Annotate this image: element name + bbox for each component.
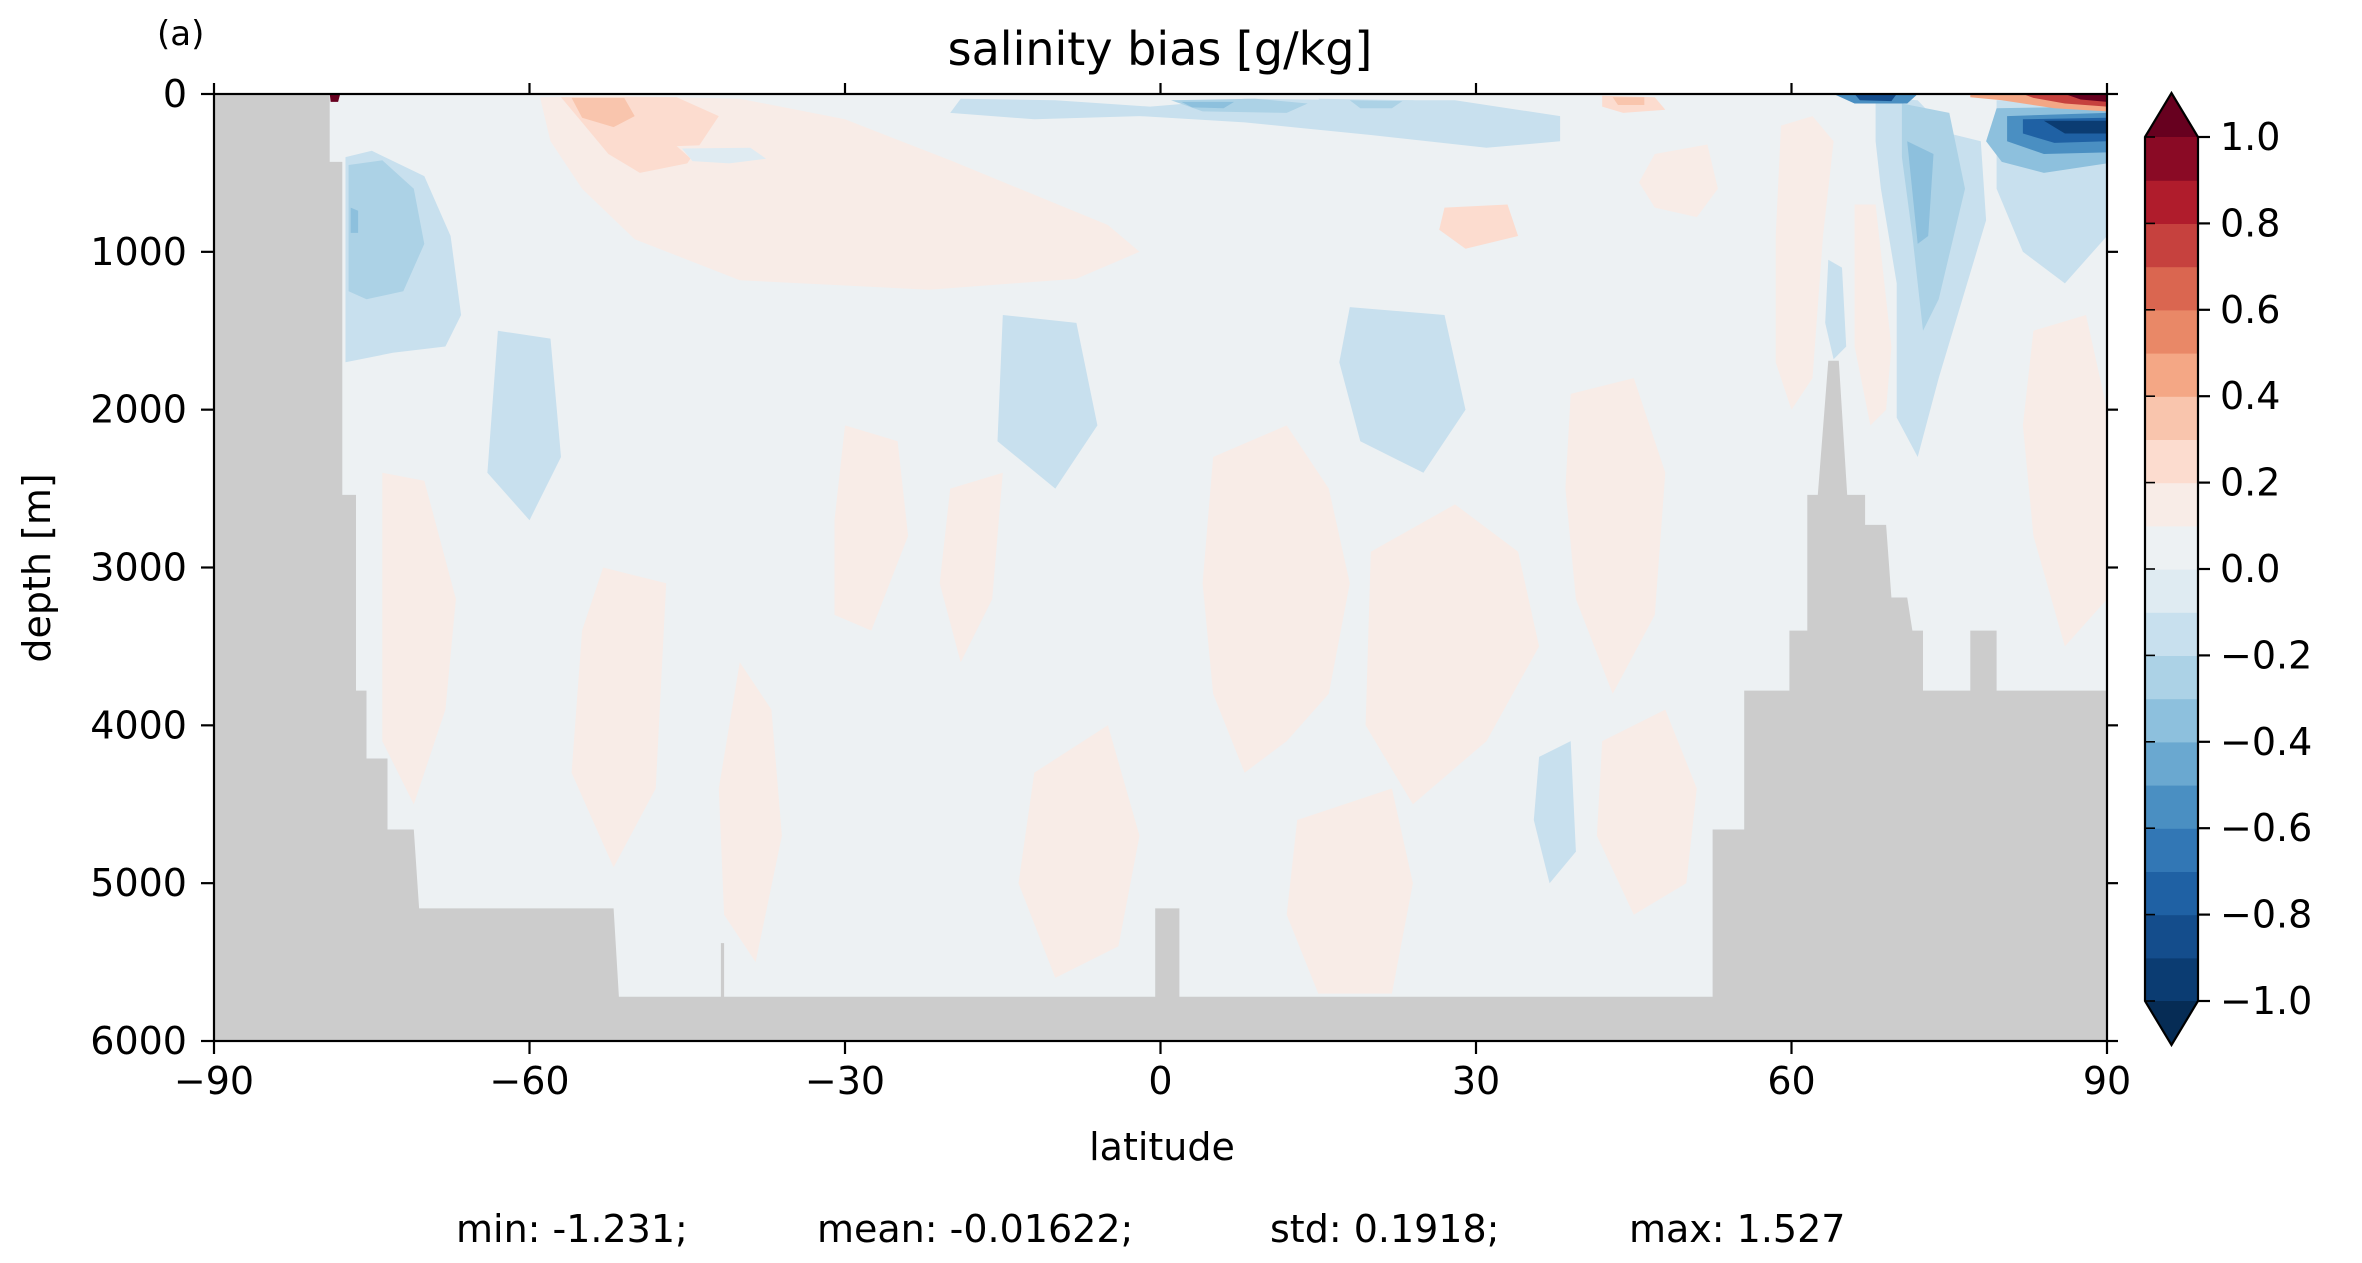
colorbar-segment bbox=[2145, 785, 2198, 829]
colorbar-segment bbox=[2145, 525, 2198, 570]
x-tick-label: −90 bbox=[174, 1059, 254, 1103]
colorbar-segment bbox=[2145, 957, 2198, 1002]
colorbar-tick-label: 0.6 bbox=[2220, 288, 2280, 332]
x-tick-label: 30 bbox=[1452, 1059, 1500, 1103]
colorbar-segment bbox=[2145, 741, 2198, 786]
contour-region-1 bbox=[348, 160, 425, 300]
contour-region-48 bbox=[1339, 307, 1466, 473]
y-axis: 0 1000 2000 3000 4000 5000 6000 bbox=[90, 72, 2118, 1063]
stat-mean: mean: -0.01622; bbox=[817, 1207, 1133, 1251]
colorbar-segment bbox=[2145, 309, 2198, 354]
colorbar-segment bbox=[2145, 655, 2198, 700]
y-tick-label: 0 bbox=[163, 72, 187, 116]
y-tick-label: 4000 bbox=[90, 703, 187, 747]
contour-region-46 bbox=[487, 330, 561, 521]
colorbar-segment bbox=[2145, 396, 2198, 440]
y-tick-label: 5000 bbox=[90, 861, 187, 905]
stat-min: min: -1.231; bbox=[456, 1207, 688, 1251]
y-tick-label: 1000 bbox=[90, 230, 187, 274]
colorbar-tick-label: −0.4 bbox=[2220, 720, 2312, 764]
colorbar-segment bbox=[2145, 612, 2198, 656]
y-tick-label: 3000 bbox=[90, 546, 187, 590]
colorbar-tick-label: 0.4 bbox=[2220, 374, 2280, 418]
contour-region-38 bbox=[939, 472, 1003, 663]
x-tick-label: 60 bbox=[1767, 1059, 1815, 1103]
colorbar-segment bbox=[2145, 353, 2198, 397]
colorbar-segment bbox=[2145, 698, 2198, 743]
colorbar-tick-label: 0.2 bbox=[2220, 461, 2280, 505]
contour-region-49 bbox=[1533, 741, 1576, 884]
colorbar-segment bbox=[2145, 223, 2198, 268]
colorbar-segment bbox=[2145, 266, 2198, 311]
contour-region-18 bbox=[1854, 204, 1892, 426]
bathymetry-mask bbox=[214, 94, 2107, 1041]
contour-region-5 bbox=[571, 97, 635, 128]
contour-region-19 bbox=[1825, 259, 1847, 360]
x-tick-label: −60 bbox=[489, 1059, 569, 1103]
contour-region-32 bbox=[1854, 94, 1897, 102]
contour-region-33 bbox=[329, 94, 341, 102]
colorbar-tick-label: 1.0 bbox=[2220, 115, 2280, 159]
colorbar-tick-label: −0.8 bbox=[2220, 893, 2312, 937]
stat-std: std: 0.1918; bbox=[1270, 1207, 1499, 1251]
contour-region-15 bbox=[1639, 144, 1718, 218]
contour-region-36 bbox=[718, 662, 782, 963]
contour-region-34 bbox=[571, 567, 667, 868]
x-tick-label: 90 bbox=[2083, 1059, 2131, 1103]
contour-region-45 bbox=[2022, 315, 2107, 647]
colorbar-extend-max bbox=[2145, 93, 2198, 137]
contour-region-2 bbox=[350, 207, 359, 233]
colorbar-segment bbox=[2145, 482, 2198, 527]
colorbar-tick-label: 0.8 bbox=[2220, 201, 2280, 245]
y-tick-label: 2000 bbox=[90, 388, 187, 432]
contour-region-42 bbox=[1286, 788, 1413, 994]
colorbar-segment bbox=[2145, 569, 2198, 613]
contour-region-10 bbox=[1349, 100, 1403, 109]
y-axis-label: depth [m] bbox=[15, 473, 59, 662]
colorbar-segment bbox=[2145, 914, 2198, 959]
contour-region-27 bbox=[2043, 120, 2107, 134]
y-tick-label: 6000 bbox=[90, 1019, 187, 1063]
contour-region-37 bbox=[834, 425, 909, 631]
contour-region-30 bbox=[2064, 94, 2107, 102]
contour-region-40 bbox=[1202, 425, 1350, 773]
colorbar-extend-min bbox=[2145, 1001, 2198, 1045]
stat-max: max: 1.527 bbox=[1629, 1207, 1845, 1251]
contour-region-8 bbox=[1181, 101, 1235, 109]
colorbar-tick-label: −1.0 bbox=[2220, 979, 2312, 1023]
colorbar-segment bbox=[2145, 828, 2198, 872]
chart-title: salinity bias [g/kg] bbox=[948, 22, 1373, 76]
plot-area bbox=[214, 94, 2107, 1041]
x-tick-label: −30 bbox=[805, 1059, 885, 1103]
colorbar-segment bbox=[2145, 871, 2198, 916]
colorbar-segment bbox=[2145, 439, 2198, 484]
contour-region-43 bbox=[1565, 378, 1666, 694]
contour-region-17 bbox=[1775, 116, 1834, 410]
salinity-bias-contours bbox=[329, 94, 2107, 994]
contour-region-41 bbox=[1365, 504, 1540, 805]
contour-region-47 bbox=[997, 315, 1098, 489]
x-axis: −90 −60 −30 0 30 60 90 bbox=[174, 83, 2131, 1103]
colorbar-tick-label: −0.6 bbox=[2220, 806, 2312, 850]
contour-region-44 bbox=[1596, 709, 1697, 915]
contour-region-12 bbox=[682, 147, 767, 164]
contour-region-16 bbox=[1439, 204, 1519, 249]
colorbar: 1.0 0.8 0.6 0.4 0.2 0.0 −0.2 −0.4 −0.6 −0.8 −1.0 bbox=[2143, 90, 2312, 1048]
x-axis-label: latitude bbox=[1089, 1125, 1235, 1169]
contour-region-22 bbox=[1907, 141, 1934, 244]
x-tick-label: 0 bbox=[1148, 1059, 1172, 1103]
panel-label: (a) bbox=[157, 14, 204, 54]
contour-region-35 bbox=[382, 472, 456, 805]
contour-region-39 bbox=[1018, 725, 1140, 978]
colorbar-tick-label: −0.2 bbox=[2220, 633, 2312, 677]
colorbar-segment bbox=[2145, 137, 2198, 181]
colorbar-segment bbox=[2145, 180, 2198, 224]
contour-region-14 bbox=[1612, 97, 1645, 105]
colorbar-tick-label: 0.0 bbox=[2220, 547, 2280, 591]
